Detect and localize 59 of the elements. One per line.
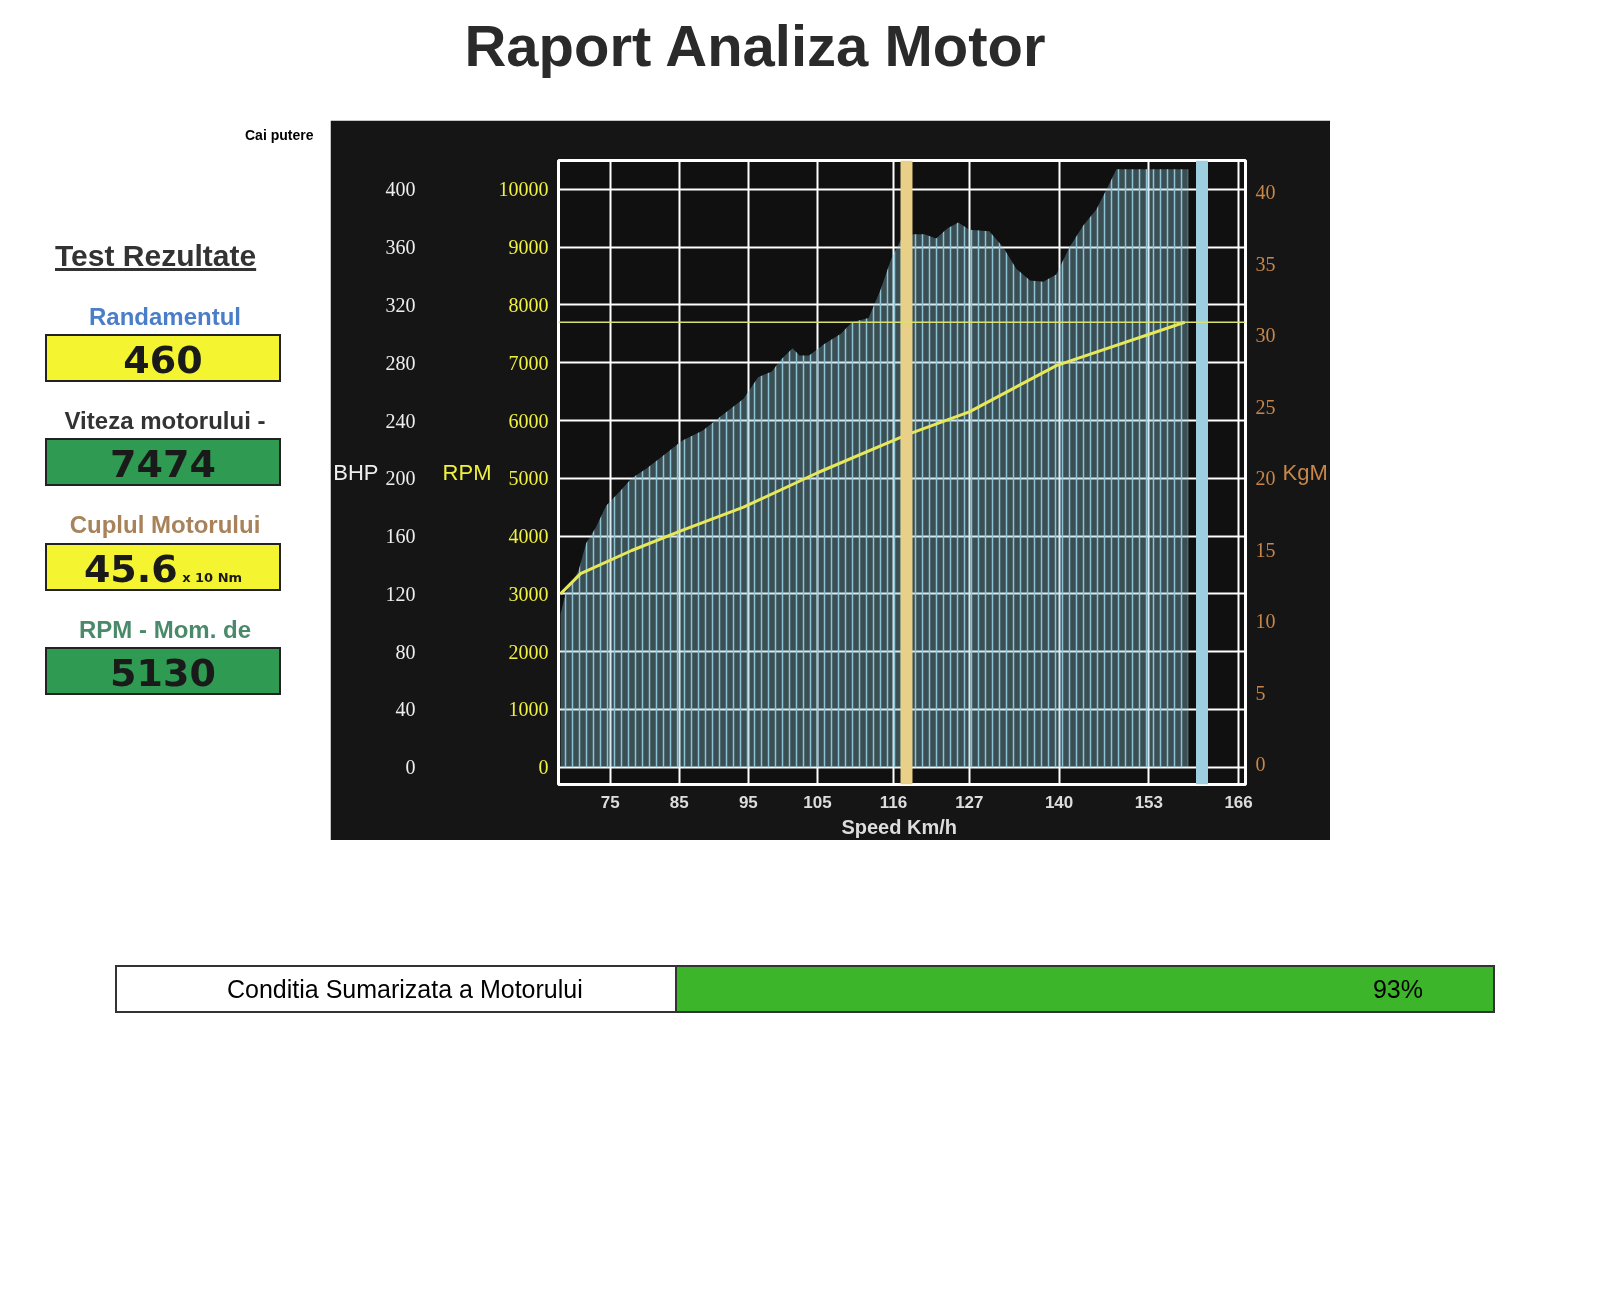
y2-tick-label: 10000 xyxy=(498,178,549,201)
y-tick-label: 40 xyxy=(395,698,416,721)
chart-title: Raport Analiza Motor xyxy=(463,12,1047,80)
y-tick-label: 80 xyxy=(395,640,416,663)
text: Test Rezultate xyxy=(55,238,258,274)
text: Viteza motorului - xyxy=(63,406,267,437)
x-tick-label: 105 xyxy=(803,792,832,812)
x-tick-label: 116 xyxy=(879,792,908,812)
text: 7474 xyxy=(45,438,281,487)
y3-tick-label: 30 xyxy=(1255,324,1276,347)
text: 5130 xyxy=(45,646,281,695)
y2-tick-label: 9000 xyxy=(508,236,549,259)
y-tick-label: 280 xyxy=(385,351,416,374)
line-series xyxy=(559,320,1187,596)
y3-tick-label: 5 xyxy=(1255,681,1266,704)
text: x 10 Nm xyxy=(181,569,243,585)
x-tick-label: 140 xyxy=(1044,792,1074,812)
y2-tick-label: 3000 xyxy=(508,582,549,605)
text: 45.6 xyxy=(83,546,178,591)
y3-axis-title: KgM xyxy=(1282,460,1328,485)
y3-tick-label: 20 xyxy=(1255,467,1276,490)
y-tick-label: 200 xyxy=(385,467,416,490)
y3-tick-label: 0 xyxy=(1255,753,1266,776)
y3-tick-label: 15 xyxy=(1255,538,1276,561)
y2-axis-title: RPM xyxy=(442,460,492,485)
x-tick-label: 127 xyxy=(955,792,984,812)
x-tick-label: 166 xyxy=(1224,792,1253,812)
y3-tick-label: 10 xyxy=(1255,610,1276,633)
x-axis-title: Speed Km/h xyxy=(841,815,958,838)
y-tick-label: 160 xyxy=(385,525,416,548)
y-tick-label: 400 xyxy=(385,178,416,201)
y3-tick-label: 25 xyxy=(1255,395,1276,418)
y2-tick-label: 7000 xyxy=(508,351,549,374)
y-tick-label: 360 xyxy=(385,236,416,259)
y3-tick-label: 40 xyxy=(1255,180,1276,203)
text: Cai putere xyxy=(245,126,314,145)
y2-tick-label: 8000 xyxy=(508,293,549,316)
y-tick-label: 0 xyxy=(405,756,416,779)
x-tick-label: 85 xyxy=(669,792,689,812)
text: Cuplul Motorului xyxy=(68,510,262,541)
y-axis-title: BHP xyxy=(333,460,379,485)
y2-tick-label: 1000 xyxy=(508,698,549,721)
x-tick-label: 75 xyxy=(600,792,620,812)
text: 93% xyxy=(677,967,1493,1011)
x-tick-label: 95 xyxy=(738,792,758,812)
text: Randamentul xyxy=(88,301,242,332)
x-tick-label: 153 xyxy=(1134,792,1164,812)
y-tick-label: 120 xyxy=(385,582,416,605)
y2-tick-label: 2000 xyxy=(508,640,549,663)
y2-tick-label: 4000 xyxy=(508,525,549,548)
text: RPM - Mom. de xyxy=(78,614,252,645)
y2-tick-label: 6000 xyxy=(508,409,549,432)
y2-tick-label: 5000 xyxy=(508,467,549,490)
y-tick-label: 320 xyxy=(385,293,416,316)
y2-tick-label: 0 xyxy=(538,756,549,779)
text: 460 xyxy=(45,334,281,383)
text: Conditia Sumarizata a Motorului xyxy=(117,967,677,1011)
y-tick-label: 240 xyxy=(385,409,416,432)
y3-tick-label: 35 xyxy=(1255,252,1276,275)
